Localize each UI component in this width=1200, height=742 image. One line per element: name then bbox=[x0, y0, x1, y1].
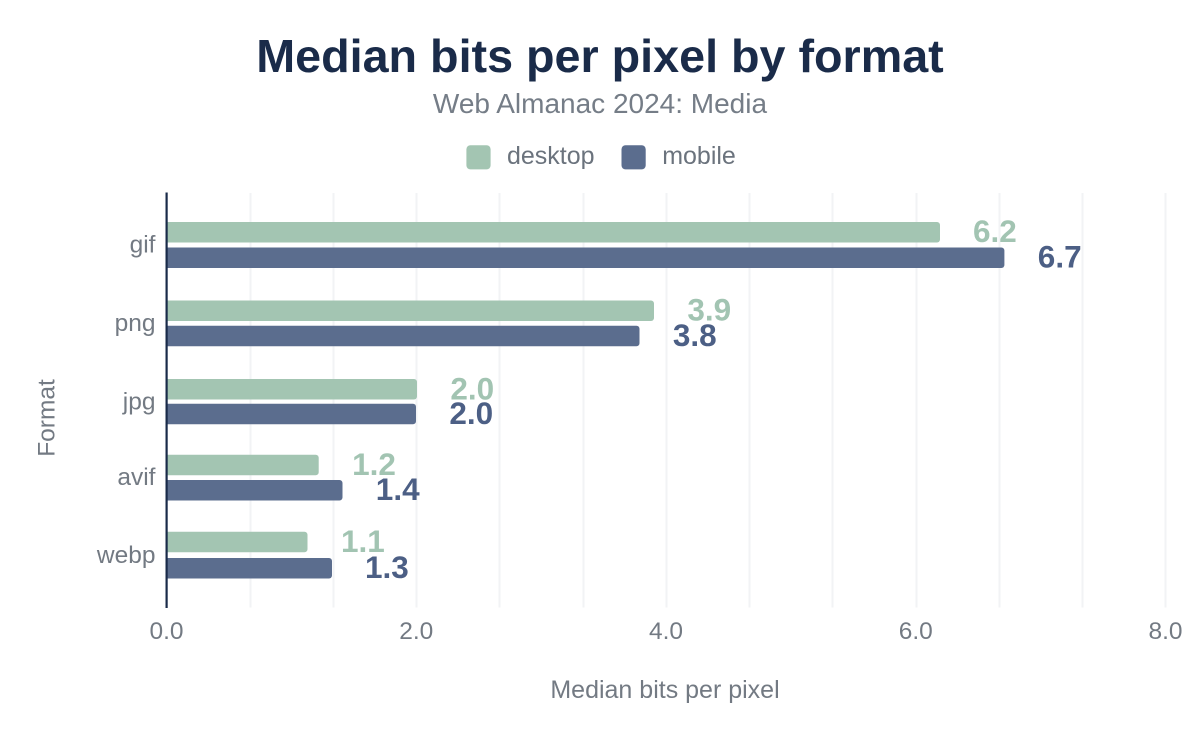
svg-text:2.0: 2.0 bbox=[450, 371, 494, 407]
svg-text:Web Almanac 2024: Media: Web Almanac 2024: Media bbox=[433, 88, 768, 119]
svg-text:Median bits per pixel: Median bits per pixel bbox=[550, 676, 779, 704]
svg-text:1.1: 1.1 bbox=[341, 523, 385, 559]
svg-text:mobile: mobile bbox=[662, 142, 736, 170]
svg-text:1.4: 1.4 bbox=[376, 471, 420, 507]
svg-text:webp: webp bbox=[96, 542, 156, 569]
svg-text:3.8: 3.8 bbox=[673, 317, 717, 353]
svg-text:1.2: 1.2 bbox=[352, 446, 396, 482]
svg-text:8.0: 8.0 bbox=[1148, 618, 1182, 645]
svg-text:1.3: 1.3 bbox=[365, 549, 409, 585]
svg-text:6.2: 6.2 bbox=[973, 213, 1017, 249]
svg-text:Median bits per pixel by forma: Median bits per pixel by format bbox=[256, 30, 943, 82]
svg-text:gif: gif bbox=[130, 231, 156, 258]
svg-text:2.0: 2.0 bbox=[449, 395, 493, 431]
svg-text:avif: avif bbox=[117, 464, 155, 491]
svg-text:0.0: 0.0 bbox=[149, 618, 183, 645]
svg-text:jpg: jpg bbox=[122, 389, 156, 416]
svg-text:png: png bbox=[115, 310, 156, 337]
svg-text:6.0: 6.0 bbox=[899, 618, 933, 645]
svg-text:desktop: desktop bbox=[507, 142, 595, 170]
svg-text:6.7: 6.7 bbox=[1038, 239, 1082, 275]
svg-text:Format: Format bbox=[34, 379, 61, 457]
svg-text:3.9: 3.9 bbox=[687, 292, 731, 328]
svg-text:4.0: 4.0 bbox=[649, 618, 683, 645]
svg-text:2.0: 2.0 bbox=[399, 618, 433, 645]
